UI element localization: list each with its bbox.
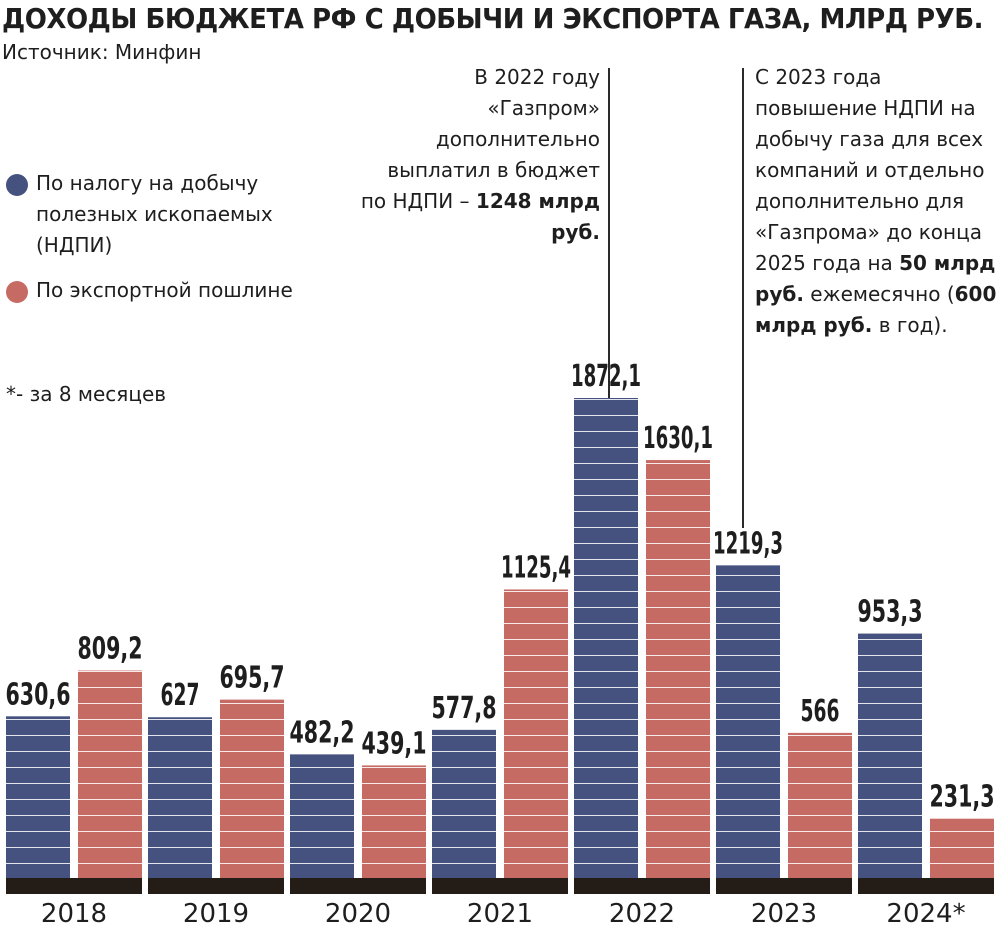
data-label-ndpi-1: 627 [161, 678, 200, 713]
annotation-2023-bold1: 50 млрд руб. [755, 251, 996, 306]
bar-stripes-ndpi-2 [290, 754, 354, 878]
chart-title: ДОХОДЫ БЮДЖЕТА РФ С ДОБЫЧИ И ЭКСПОРТА ГА… [2, 2, 984, 35]
annotation-2023: С 2023 года повышение НДПИ на добычу газ… [755, 62, 1000, 341]
annotation-2022-text: В 2022 году «Газпром» дополнительно выпл… [360, 65, 600, 213]
legend-dot-ndpi [6, 174, 28, 196]
annotation-2022-bold: 1248 млрд руб. [475, 189, 600, 244]
bar-stripes-ndpi-6 [858, 633, 922, 878]
bar-stripes-ndpi-0 [6, 716, 70, 878]
x-tick-label-2: 2020 [325, 899, 391, 927]
baseline-strip-3 [432, 878, 568, 894]
source-note: Источник: Минфин [2, 40, 202, 64]
data-label-export-duty-6: 231,3 [930, 780, 995, 815]
bar-stripes-export-duty-0 [78, 670, 142, 878]
annotation-2023-bold2: 600 млрд руб. [755, 282, 997, 337]
legend-item-export-duty: По экспортной пошлине [6, 275, 336, 306]
data-label-export-duty-1: 695,7 [220, 661, 285, 696]
bar-stripes-ndpi-1 [148, 717, 212, 878]
data-label-export-duty-2: 439,1 [362, 726, 427, 761]
baseline-strip-4 [574, 878, 710, 894]
legend: По налогу на добычу полезных ископаемых … [6, 168, 336, 306]
x-tick-label-6: 2024* [886, 899, 965, 927]
annotation-2023-text1: С 2023 года повышение НДПИ на добычу газ… [755, 65, 985, 275]
bar-stripes-export-duty-4 [646, 460, 710, 878]
baseline-strip-2 [290, 878, 426, 894]
bar-stripes-export-duty-5 [788, 732, 852, 878]
annotation-2023-text3: в год). [878, 313, 948, 337]
data-label-export-duty-5: 566 [801, 694, 840, 729]
data-label-ndpi-6: 953,3 [858, 595, 923, 630]
data-label-ndpi-4: 1872,1 [571, 359, 641, 394]
baseline-strip-6 [858, 878, 994, 894]
x-tick-label-0: 2018 [41, 899, 107, 927]
baseline-strip-5 [716, 878, 852, 894]
bar-stripes-export-duty-6 [930, 818, 994, 878]
legend-label-export-duty: По экспортной пошлине [36, 278, 293, 302]
data-label-ndpi-3: 577,8 [432, 691, 497, 726]
footnote: *- за 8 месяцев [6, 382, 167, 406]
x-tick-label-4: 2022 [609, 899, 675, 927]
bar-stripes-ndpi-5 [716, 565, 780, 878]
bar-stripes-export-duty-1 [220, 699, 284, 878]
x-tick-label-3: 2021 [467, 899, 533, 927]
annotation-2023-line [742, 68, 744, 528]
bar-stripes-ndpi-4 [574, 398, 638, 878]
data-label-ndpi-2: 482,2 [290, 715, 355, 750]
annotation-2022-line [608, 68, 610, 398]
x-tick-label-5: 2023 [751, 899, 817, 927]
annotation-2023-text2: ежемесячно ( [810, 282, 955, 306]
bar-stripes-export-duty-3 [504, 589, 568, 878]
legend-item-ndpi: По налогу на добычу полезных ископаемых … [6, 168, 336, 261]
data-label-ndpi-0: 630,6 [6, 677, 71, 712]
data-label-ndpi-5: 1219,3 [713, 526, 783, 561]
bar-stripes-export-duty-2 [362, 765, 426, 878]
bar-stripes-ndpi-3 [432, 729, 496, 878]
data-label-export-duty-3: 1125,4 [501, 550, 571, 585]
x-tick-label-1: 2019 [183, 899, 249, 927]
data-label-export-duty-0: 809,2 [78, 632, 143, 667]
baseline-strip-1 [148, 878, 284, 894]
legend-dot-export-duty [6, 281, 28, 303]
baseline-strip-0 [6, 878, 142, 894]
annotation-2022: В 2022 году «Газпром» дополнительно выпл… [360, 62, 600, 248]
legend-label-ndpi: По налогу на добычу полезных ископаемых … [36, 171, 273, 257]
data-label-export-duty-4: 1630,1 [643, 421, 713, 456]
